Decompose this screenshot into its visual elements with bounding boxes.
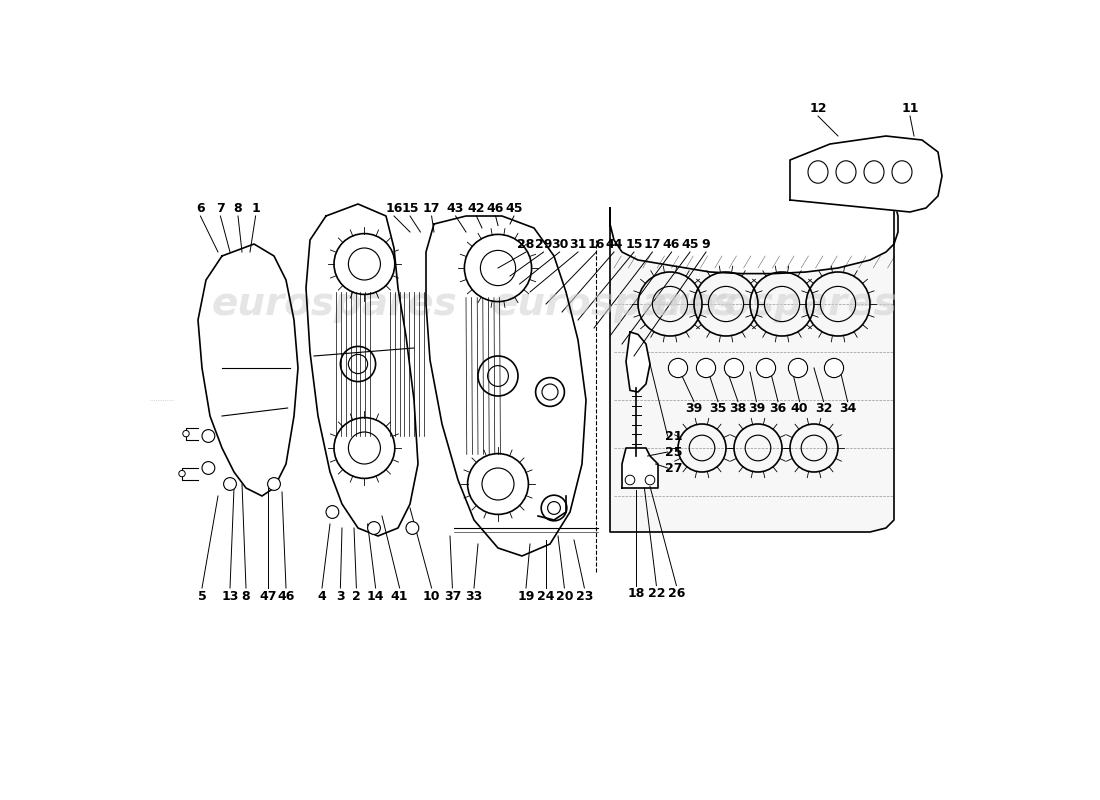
Text: 39: 39	[748, 402, 764, 414]
Text: 17: 17	[644, 238, 661, 250]
Text: 35: 35	[710, 402, 727, 414]
Text: 9: 9	[702, 238, 711, 250]
Text: 18: 18	[628, 587, 645, 600]
Text: 28: 28	[517, 238, 535, 250]
Circle shape	[757, 358, 776, 378]
Circle shape	[406, 522, 419, 534]
Text: 8: 8	[242, 590, 251, 602]
Text: 4: 4	[318, 590, 327, 602]
Text: 23: 23	[575, 590, 593, 602]
Text: 34: 34	[839, 402, 856, 414]
Circle shape	[669, 358, 688, 378]
Text: 13: 13	[221, 590, 239, 602]
Text: 7: 7	[216, 202, 224, 214]
Text: 29: 29	[535, 238, 552, 250]
Text: 46: 46	[277, 590, 295, 602]
Text: 20: 20	[556, 590, 573, 602]
Text: 15: 15	[402, 202, 419, 214]
Text: 2: 2	[352, 590, 361, 602]
Text: eurospares: eurospares	[491, 285, 737, 323]
Text: 5: 5	[198, 590, 207, 602]
Circle shape	[696, 358, 716, 378]
Text: 37: 37	[443, 590, 461, 602]
Text: eurospares: eurospares	[651, 285, 896, 323]
Circle shape	[183, 430, 189, 437]
Text: 44: 44	[605, 238, 623, 250]
Text: 8: 8	[233, 202, 242, 214]
Text: 1: 1	[251, 202, 260, 214]
Text: 15: 15	[625, 238, 642, 250]
Circle shape	[267, 478, 280, 490]
Text: 42: 42	[468, 202, 485, 214]
Text: 46: 46	[487, 202, 504, 214]
Polygon shape	[198, 244, 298, 496]
Text: 16: 16	[385, 202, 403, 214]
Text: 40: 40	[791, 402, 808, 414]
Text: 41: 41	[390, 590, 408, 602]
Circle shape	[223, 478, 236, 490]
Text: 11: 11	[901, 102, 918, 114]
Text: 45: 45	[505, 202, 522, 214]
Text: eurospares: eurospares	[211, 285, 456, 323]
Circle shape	[725, 358, 744, 378]
Text: 12: 12	[810, 102, 827, 114]
Text: 32: 32	[815, 402, 833, 414]
Text: 6: 6	[196, 202, 205, 214]
Circle shape	[326, 506, 339, 518]
Text: 46: 46	[663, 238, 680, 250]
Text: 17: 17	[422, 202, 440, 214]
Text: 27: 27	[666, 462, 683, 474]
Circle shape	[824, 358, 844, 378]
Text: 33: 33	[465, 590, 483, 602]
Text: 21: 21	[666, 430, 683, 442]
Polygon shape	[426, 216, 586, 556]
Polygon shape	[621, 448, 658, 488]
Circle shape	[202, 462, 215, 474]
Polygon shape	[626, 332, 650, 392]
Text: 39: 39	[685, 402, 703, 414]
Text: 47: 47	[260, 590, 277, 602]
Text: 10: 10	[422, 590, 440, 602]
Text: 22: 22	[648, 587, 666, 600]
Text: 31: 31	[570, 238, 586, 250]
Text: 16: 16	[587, 238, 605, 250]
Circle shape	[367, 522, 381, 534]
Text: 26: 26	[668, 587, 685, 600]
Text: 36: 36	[769, 402, 786, 414]
Polygon shape	[790, 136, 942, 212]
Circle shape	[179, 470, 185, 477]
Circle shape	[202, 430, 215, 442]
Text: 14: 14	[366, 590, 384, 602]
Text: 3: 3	[337, 590, 344, 602]
Text: 30: 30	[551, 238, 569, 250]
Text: 43: 43	[447, 202, 464, 214]
Text: 24: 24	[537, 590, 554, 602]
Text: 25: 25	[666, 446, 683, 458]
Text: 19: 19	[517, 590, 535, 602]
Polygon shape	[306, 204, 418, 536]
Circle shape	[789, 358, 807, 378]
Polygon shape	[610, 200, 898, 532]
Text: 38: 38	[729, 402, 747, 414]
Text: 45: 45	[681, 238, 698, 250]
